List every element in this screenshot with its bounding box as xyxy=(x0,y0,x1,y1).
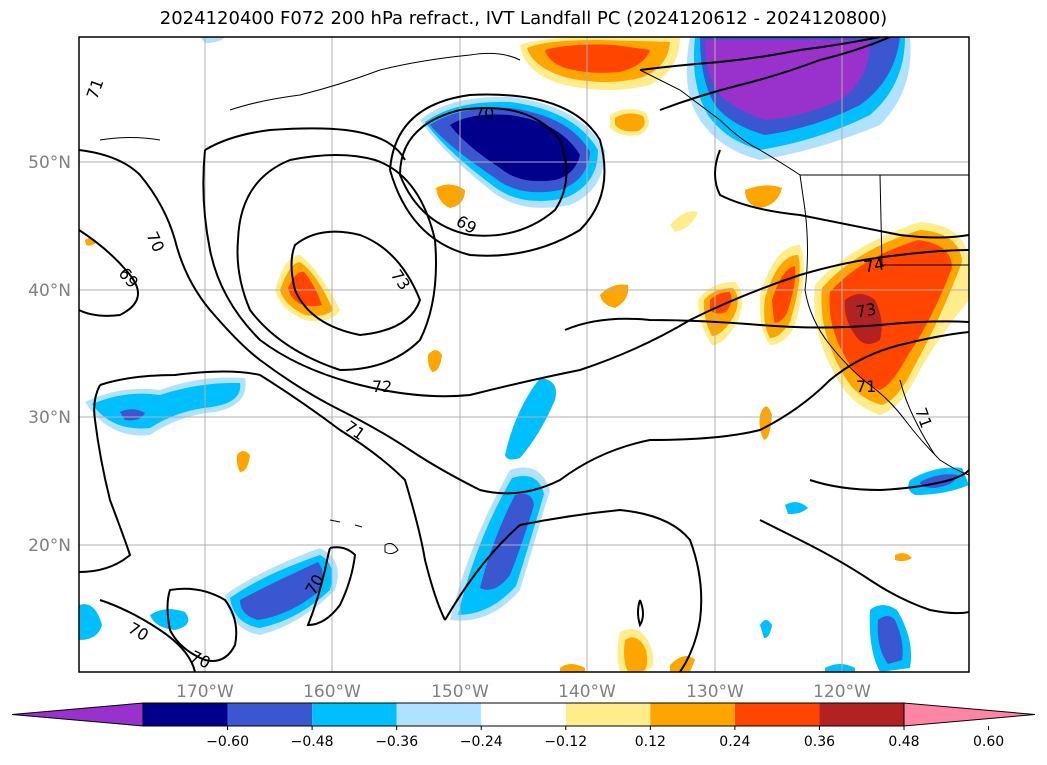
colorbar-tick-label: −0.48 xyxy=(291,734,334,750)
colorbar-segment xyxy=(396,703,482,726)
colorbar-tick-label: 0.36 xyxy=(804,734,835,750)
colorbar-tick-label: −0.12 xyxy=(544,734,587,750)
map-title: 2024120400 F072 200 hPa refract., IVT La… xyxy=(159,8,888,29)
colorbar-segment xyxy=(819,703,904,726)
colorbar-tick-label: 0.48 xyxy=(888,734,919,750)
map-plot-area: 71 70 69 70 69 73 72 71 74 73 71 71 70 7… xyxy=(79,37,969,672)
colorbar-segment xyxy=(481,703,566,726)
lon-label: 130°W xyxy=(686,682,744,702)
colorbar-extend-low xyxy=(11,702,144,727)
colorbar-extend-high xyxy=(903,702,1036,727)
lon-label: 140°W xyxy=(558,682,616,702)
colorbar-segment xyxy=(227,703,313,726)
colorbar-segment xyxy=(565,703,651,726)
contour-label: 74 xyxy=(862,254,885,276)
colorbar-tick-label: 0.12 xyxy=(635,734,666,750)
lon-label: 150°W xyxy=(431,682,489,702)
longitude-labels: 170°W 160°W 150°W 140°W 130°W 120°W xyxy=(176,682,871,702)
lon-label: 170°W xyxy=(176,682,234,702)
contour-lines xyxy=(79,37,969,672)
lat-label: 40°N xyxy=(28,281,71,301)
coastlines xyxy=(99,52,969,555)
colorbar-segment xyxy=(143,703,228,726)
lat-label: 30°N xyxy=(28,408,71,428)
colorbar-segment xyxy=(312,703,397,726)
lat-label: 20°N xyxy=(28,536,71,556)
colorbar-frame xyxy=(142,702,905,727)
colorbar-segment xyxy=(650,703,735,726)
latitude-labels: 50°N 40°N 30°N 20°N xyxy=(28,153,71,556)
plot-frame xyxy=(78,36,970,673)
colorbar-tick-label: −0.60 xyxy=(206,734,249,750)
contour-label: 73 xyxy=(854,299,877,321)
lon-label: 160°W xyxy=(303,682,361,702)
contour-label: 70 xyxy=(474,104,494,123)
colorbar-tick-label: −0.24 xyxy=(460,734,503,750)
contour-label: 71 xyxy=(856,377,876,396)
lat-label: 50°N xyxy=(28,153,71,173)
contour-label: 72 xyxy=(372,377,392,396)
colorbar-segment xyxy=(734,703,820,726)
colorbar-tick-label: 0.60 xyxy=(973,734,1004,750)
lon-label: 120°W xyxy=(813,682,871,702)
colorbar-tick-label: −0.36 xyxy=(375,734,418,750)
colorbar-tick-label: 0.24 xyxy=(719,734,750,750)
colorbar: −0.60 −0.48 −0.36 −0.24 −0.12 0.12 0.24 0.36 0.4… xyxy=(11,702,1036,750)
graticule xyxy=(79,37,969,672)
